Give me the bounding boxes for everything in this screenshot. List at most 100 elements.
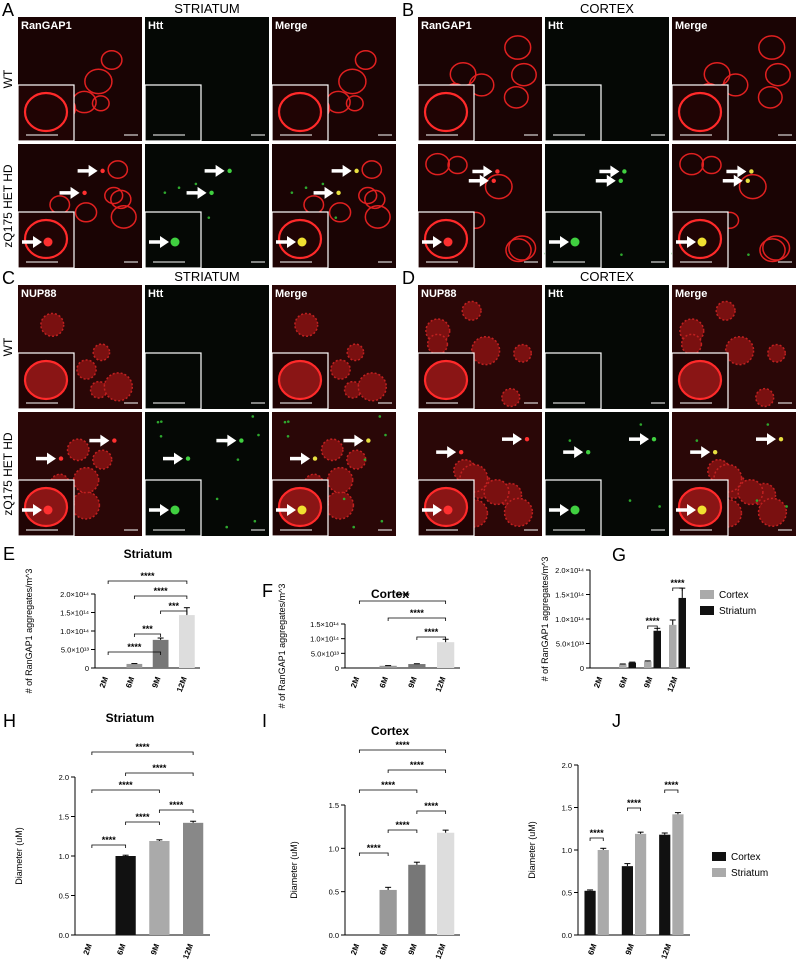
inset-aggregate [697,237,707,247]
y-tick-label: 1.5 [562,804,572,813]
bar [183,822,204,935]
significance-bracket [160,610,188,614]
significance-bracket [416,636,447,640]
significance-label: **** [152,763,167,773]
aggregate [58,456,64,461]
aggregate [336,190,341,196]
y-tick-label: 5.0×10¹³ [556,640,585,649]
inset-nucleus [277,91,323,133]
aggregate [658,505,661,508]
arrow-head [733,174,743,187]
aggregate [366,438,371,443]
significance-label: **** [154,586,169,596]
x-tick-label: 12M [666,675,680,693]
micrograph [144,17,269,142]
aggregate [747,253,750,256]
aggregate [352,525,356,529]
micrograph [271,285,396,410]
y-tick-label: 1.0 [562,846,572,855]
inset-nucleus [423,91,469,133]
y-tick-label: 1.5 [59,813,69,822]
y-tick-label: 1.0 [59,852,69,861]
arrow-head [342,164,352,177]
column-label: RanGAP1 [21,20,72,32]
significance-bracket [133,595,188,599]
nucleus [701,155,722,175]
aggregate [695,439,699,442]
significance-label: **** [395,591,410,601]
arrow-head [574,446,584,459]
micrograph [271,412,396,537]
aggregate [160,420,163,423]
bar [621,866,633,935]
inset-nucleus [277,218,323,260]
nucleus [40,312,65,337]
significance-bracket [91,844,127,848]
aggregate [257,433,260,437]
column-label: Htt [548,288,564,300]
significance-label: *** [168,601,179,611]
panel-letter: H [3,711,16,731]
significance-label: **** [135,742,150,752]
nucleus [326,466,354,494]
y-tick-label: 1.0×10¹⁴ [60,627,89,636]
significance-label: **** [135,812,150,822]
y-tick-label: 5.0×10¹³ [311,649,340,658]
y-tick-label: 2.0×10¹⁴ [555,566,584,575]
significance-bracket [647,625,658,629]
x-tick-label: 12M [175,675,189,693]
nucleus [91,95,110,112]
nucleus [346,343,365,362]
inset-aggregate [443,505,453,515]
x-tick-label: 9M [149,942,161,956]
significance-bracket [107,651,162,655]
y-axis-label: Diameter (uM) [527,821,537,879]
inset [544,479,602,537]
nucleus [328,202,352,223]
y-axis-label: # of RanGAP1 aggregates/m^3 [540,557,550,682]
nucleus [346,449,367,470]
nucleus [345,95,364,112]
column-label: Htt [148,288,164,300]
y-tick-label: 2.0 [562,761,572,770]
aggregate [585,449,591,455]
nucleus [357,372,388,402]
legend-swatch [700,606,714,615]
column-label: Merge [275,288,307,300]
panel-letter: G [612,545,626,565]
inset-nucleus [677,91,723,133]
bar [635,833,647,935]
nucleus [504,35,532,60]
nucleus [104,186,124,205]
nucleus [426,333,449,355]
bar [179,615,195,668]
significance-label: **** [119,780,134,790]
significance-label: **** [367,843,382,853]
significance-label: **** [424,627,439,637]
x-tick-label: 9M [406,942,418,956]
aggregate [334,216,338,219]
nucleus [103,372,134,402]
x-tick-label: 6M [378,675,390,689]
significance-label: **** [424,801,439,811]
arrow-head [767,433,777,446]
x-tick-label: 6M [586,942,598,956]
row-label: zQ175 HET HD [1,432,15,515]
aggregate [745,178,750,183]
y-axis-label: Diameter (uM) [289,841,299,899]
column-label: Merge [675,288,707,300]
panel-title: CORTEX [580,269,634,284]
arrow-head [287,504,296,516]
bar [408,664,426,668]
arrow-head [88,164,98,177]
aggregate [568,439,572,442]
nucleus [74,202,98,223]
aggregate [286,434,290,438]
arrow-head [687,236,696,248]
x-tick-label: 2M [592,675,604,689]
bar [597,850,609,935]
micrograph [544,17,669,142]
column-label: Merge [675,20,707,32]
aggregate [495,169,500,174]
nucleus [470,335,501,366]
